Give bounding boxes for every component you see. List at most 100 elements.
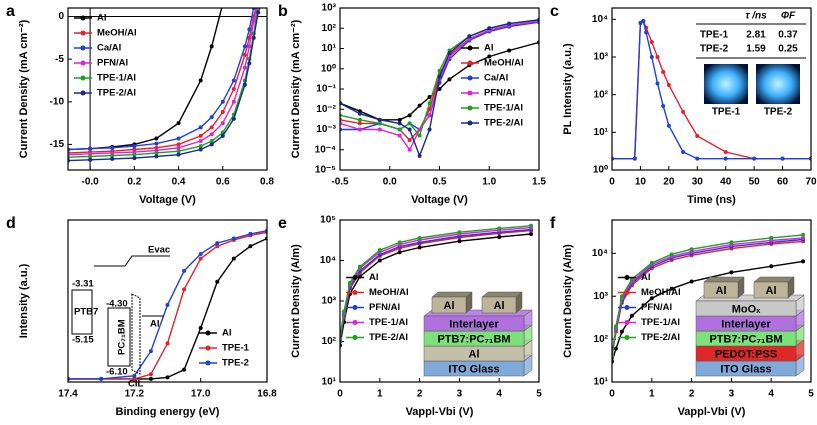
y-tick-label: 10² (322, 23, 337, 34)
y-tick-label: 10² (322, 336, 337, 347)
data-point (357, 117, 362, 122)
legend-marker (352, 290, 358, 295)
y-tick-label: 10⁴ (320, 255, 336, 266)
diagram-label: -4.30 (106, 299, 128, 310)
legend-marker (467, 75, 473, 81)
y-tick-label: 10² (594, 334, 609, 345)
layer-label: PTB7:PC₇₁BM (437, 333, 510, 345)
legend-label: MeOH/Al (484, 58, 524, 69)
data-point (397, 133, 402, 138)
x-axis-label: Vappl-Vbi (V) (406, 406, 474, 418)
y-tick-label: 10⁻⁴ (315, 144, 336, 155)
y-tick-label: 10⁴ (592, 248, 608, 259)
data-point (220, 121, 225, 126)
data-point (198, 139, 203, 144)
data-point (497, 226, 502, 231)
panel-letter: f (550, 215, 556, 232)
data-point (110, 145, 115, 150)
panel-letter: a (6, 3, 15, 20)
legend-marker (467, 60, 473, 66)
data-point (447, 77, 452, 82)
data-point (247, 27, 252, 32)
data-point (619, 329, 624, 334)
data-point (220, 110, 225, 115)
data-point (231, 87, 236, 91)
data-point (377, 258, 382, 263)
data-point (154, 154, 159, 159)
legend-marker (624, 320, 630, 325)
data-point (397, 117, 402, 122)
x-tick-label: 0 (609, 389, 615, 400)
data-point (689, 279, 694, 284)
x-tick-label: 0.5 (433, 177, 447, 188)
y-tick-label: -15 (50, 139, 65, 150)
photo-label: TPE-2 (764, 107, 793, 118)
data-point (198, 78, 203, 83)
electrode (431, 296, 467, 314)
electrode-label: Al (716, 285, 727, 297)
table-cell: 0.25 (778, 44, 798, 55)
data-point (357, 121, 362, 126)
data-point (242, 82, 247, 87)
electrode-top (481, 291, 523, 298)
series-line (340, 225, 532, 339)
data-point (209, 125, 214, 130)
diagram-label: PTB7 (74, 307, 98, 318)
data-point (457, 239, 462, 244)
diagram-label: Evac (148, 245, 170, 256)
y-tick-label: 0 (58, 11, 64, 22)
data-point (613, 346, 618, 351)
data-point (215, 279, 220, 284)
data-point (644, 30, 649, 35)
legend-marker (624, 290, 630, 295)
data-point (417, 133, 422, 138)
x-tick-label: 17.0 (191, 389, 211, 400)
y-tick-label: 10¹ (322, 377, 337, 388)
legend-marker (352, 275, 358, 280)
data-point (497, 235, 502, 240)
data-point (182, 287, 187, 292)
legend-marker (205, 345, 211, 351)
data-point (154, 136, 159, 141)
data-point (182, 268, 187, 273)
data-point (619, 294, 624, 299)
data-point (176, 149, 181, 154)
data-point (377, 121, 382, 126)
data-point (347, 280, 352, 285)
plot-frame (611, 7, 812, 171)
level-box (71, 289, 93, 335)
legend-marker (467, 120, 473, 126)
x-tick-label: 0.6 (216, 177, 230, 188)
legend-marker (467, 105, 473, 111)
legend-marker (624, 305, 630, 310)
plot-frame (67, 7, 268, 171)
data-point (695, 156, 700, 161)
layer-label: PEDOT:PSS (715, 348, 777, 360)
data-point (88, 146, 93, 151)
data-point (377, 127, 382, 132)
data-point (242, 44, 247, 49)
y-tick-label: 10⁵ (320, 215, 336, 226)
data-point (407, 121, 412, 126)
electrode (753, 281, 789, 299)
data-point (681, 150, 686, 155)
x-tick-label: 0.8 (260, 177, 274, 188)
legend-label: MeOH/Al (369, 287, 409, 298)
legend-label: TPE-1/Al (484, 103, 523, 114)
legend-label: Al (369, 272, 379, 283)
panel-letter: c (550, 3, 559, 20)
table-header: ΦF (781, 11, 796, 22)
electrode-label: Al (444, 300, 455, 312)
data-point (377, 248, 382, 253)
electrode-top (703, 276, 745, 283)
x-tick-label: 20 (663, 177, 675, 188)
data-point (487, 26, 492, 31)
data-point (176, 145, 181, 150)
y-tick-label: 10² (594, 89, 609, 100)
x-axis-label: Voltage (V) (411, 194, 468, 206)
legend-label: Ca/Al (484, 73, 508, 84)
table-cell: 2.81 (746, 30, 766, 41)
data-point (661, 104, 666, 109)
panel: c Time (ns) PL Intensity (a.u.) 0 10 20 30 40 50… (550, 3, 817, 206)
x-tick-label: 0 (609, 177, 615, 188)
